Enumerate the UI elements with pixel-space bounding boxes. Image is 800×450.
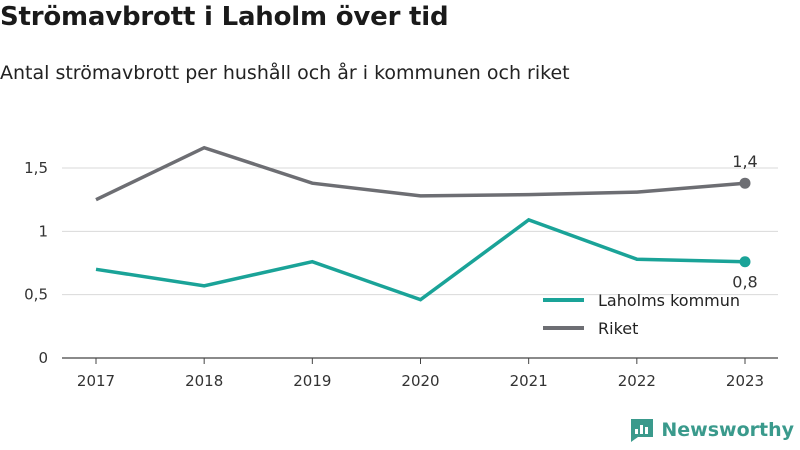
series-lines [95, 145, 751, 302]
x-tick-label: 2022 [618, 372, 656, 390]
legend: Laholms kommun Riket [543, 291, 740, 338]
series-line-laholms-kommun [95, 217, 746, 302]
x-tick-label: 2023 [726, 372, 764, 390]
brand: Newsworthy [629, 417, 794, 443]
chart-subtitle: Antal strömavbrott per hushåll och år i … [0, 62, 570, 84]
y-tick-label: 1 [38, 222, 48, 240]
x-axis-ticks: 2017 2018 2019 2020 2021 2022 2023 [77, 358, 764, 390]
x-tick-label: 2018 [185, 372, 223, 390]
x-tick-label: 2019 [293, 372, 331, 390]
y-tick-label: 0 [38, 349, 48, 367]
x-tick-label: 2020 [401, 372, 439, 390]
newsworthy-logo-icon [631, 419, 654, 442]
y-tick-label: 1,5 [24, 159, 48, 177]
chart-title: Strömavbrott i Laholm över tid [0, 2, 449, 32]
end-value-label: 1,4 [732, 152, 757, 171]
x-tick-label: 2017 [77, 372, 115, 390]
series-line-riket [95, 145, 746, 202]
legend-label: Laholms kommun [598, 291, 740, 310]
legend-label: Riket [598, 319, 638, 338]
series-end-point [739, 256, 751, 268]
x-tick-label: 2021 [510, 372, 548, 390]
y-tick-label: 0,5 [24, 286, 48, 304]
end-value-label: 0,8 [732, 273, 757, 292]
y-axis-ticks: 0 0,5 1 1,5 [24, 159, 48, 367]
brand-name: Newsworthy [661, 419, 794, 441]
series-end-point [739, 177, 751, 189]
line-chart: 0 0,5 1 1,5 2017 2018 2019 2020 2021 2022 2023 1,… [24, 145, 778, 390]
value-labels: 1,4 0,8 [732, 152, 757, 292]
